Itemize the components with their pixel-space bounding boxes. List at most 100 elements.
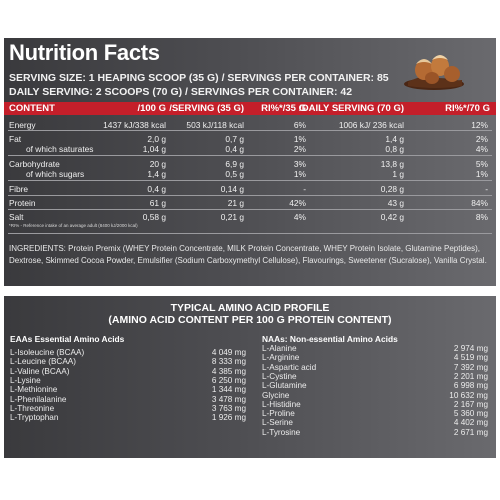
- value-per-100g: 1437 kJ/338 kcal: [103, 120, 166, 130]
- amino-acid-name: L-Tyrosine: [262, 427, 301, 437]
- amino-acid-amount: 2 671 mg: [453, 427, 488, 437]
- hazelnut-chocolate-image: [404, 55, 464, 90]
- amino-acid-amount: 1 926 mg: [211, 413, 246, 423]
- amino-acid-name: L-Tryptophan: [10, 413, 59, 423]
- table-row: Carbohydrate 20 g 6,9 g 3% 13,8 g 5%: [4, 159, 496, 169]
- amino-acid-name: L-Aspartic acid: [262, 362, 317, 372]
- header-per-serving: /SERVING (35 G): [169, 103, 244, 114]
- nutrient-name: Fibre: [9, 184, 29, 194]
- amino-acid-amount: 4 519 mg: [453, 353, 488, 363]
- nutrient-name: Salt: [9, 212, 24, 222]
- amino-acid-amount: 6 250 mg: [211, 375, 246, 385]
- nutrient-name: Carbohydrate: [9, 159, 60, 169]
- amino-acid-name: L-Leucine (BCAA): [10, 357, 76, 367]
- ri-daily: 2%: [475, 134, 488, 144]
- table-row: Salt 0,58 g 0,21 g 4% 0,42 g 8%: [4, 212, 496, 222]
- ri-footnote: *RI% - Reference intake of an average ad…: [9, 223, 138, 228]
- ri-per-serving: -: [303, 184, 306, 194]
- table-row: Protein 61 g 21 g 42% 43 g 84%: [4, 198, 496, 208]
- value-per-serving: 0,5 g: [225, 169, 244, 179]
- serving-size-line: SERVING SIZE: 1 HEAPING SCOOP (35 G) / S…: [9, 72, 389, 84]
- amino-acid-name: L-Serine: [262, 418, 293, 428]
- value-per-serving: 503 kJ/118 kcal: [186, 120, 244, 130]
- amino-subtitle: (AMINO ACID CONTENT PER 100 G PROTEIN CO…: [108, 314, 392, 326]
- header-per-100g: /100 G: [137, 103, 166, 114]
- ri-per-serving: 1%: [293, 169, 306, 179]
- value-per-100g: 1,4 g: [147, 169, 166, 179]
- divider: [8, 195, 492, 196]
- divider: [8, 209, 492, 210]
- value-per-serving: 0,14 g: [220, 184, 244, 194]
- amino-acid-name: L-Alanine: [262, 344, 297, 353]
- amino-acid-name: L-Isoleucine (BCAA): [10, 348, 85, 357]
- value-per-100g: 2,0 g: [147, 134, 166, 144]
- value-per-serving: 0,21 g: [220, 212, 244, 222]
- amino-acid-name: L-Arginine: [262, 353, 300, 363]
- ingredients-text: INGREDIENTS: Protein Premix (WHEY Protei…: [9, 244, 487, 265]
- ri-daily: 4%: [475, 144, 488, 154]
- nutrient-name: Fat: [9, 134, 22, 144]
- ri-per-serving: 3%: [293, 159, 306, 169]
- amino-acid-name: Glycine: [262, 390, 290, 400]
- header-daily-serving: /DAILY SERVING (70 G): [299, 103, 404, 114]
- value-daily: 13,8 g: [380, 159, 404, 169]
- value-daily: 1,4 g: [385, 134, 404, 144]
- page-title: Nutrition Facts: [9, 40, 160, 65]
- amino-acid-name: L-Valine (BCAA): [10, 366, 70, 376]
- amino-acid-name: L-Histidine: [262, 399, 301, 409]
- amino-acid-name: L-Threonine: [10, 403, 55, 413]
- value-daily: 0,42 g: [380, 212, 404, 222]
- value-daily: 1006 kJ/ 236 kcal: [338, 120, 404, 130]
- divider: [8, 155, 492, 156]
- amino-acid-amount: 8 333 mg: [211, 357, 246, 367]
- amino-acid-name: L-Methionine: [10, 385, 58, 395]
- amino-acid-amount: 4 402 mg: [453, 418, 488, 428]
- value-per-100g: 0,58 g: [142, 212, 166, 222]
- amino-acid-amount: 2 167 mg: [453, 399, 488, 409]
- amino-acid-name: L-Lysine: [10, 375, 41, 385]
- amino-acid-panel: TYPICAL AMINO ACID PROFILE (AMINO ACID C…: [4, 296, 496, 458]
- amino-acid-amount: 1 344 mg: [211, 385, 246, 395]
- divider: [8, 180, 492, 181]
- amino-acid-amount: 10 632 mg: [449, 390, 488, 400]
- essential-heading: EAAs Essential Amino Acids: [10, 334, 125, 344]
- header-ri-serving: RI%*/35 G: [261, 103, 306, 114]
- amino-acid-name: L-Phenilalanine: [10, 394, 67, 404]
- table-row: Fat 2,0 g 0,7 g 1% 1,4 g 2%: [4, 134, 496, 144]
- amino-acid-amount: 4 049 mg: [211, 348, 246, 357]
- value-per-serving: 0,7 g: [225, 134, 244, 144]
- divider: [8, 130, 492, 131]
- ri-per-serving: 42%: [289, 198, 306, 208]
- amino-acid-amount: 7 392 mg: [453, 362, 488, 372]
- ri-daily: 1%: [475, 169, 488, 179]
- value-per-serving: 21 g: [227, 198, 244, 208]
- header-content: CONTENT: [9, 103, 55, 114]
- divider: [8, 233, 492, 234]
- amino-acid-amount: 4 385 mg: [211, 366, 246, 376]
- ri-daily: -: [485, 184, 488, 194]
- amino-acid-name: L-Proline: [262, 409, 295, 419]
- table-row: of which sugars 1,4 g 0,5 g 1% 1 g 1%: [4, 169, 496, 179]
- amino-acid-amount: 2 201 mg: [453, 371, 488, 381]
- table-row: Fibre 0,4 g 0,14 g - 0,28 g -: [4, 184, 496, 194]
- table-header: CONTENT /100 G /SERVING (35 G) RI%*/35 G…: [4, 102, 496, 115]
- table-row: Energy 1437 kJ/338 kcal 503 kJ/118 kcal …: [4, 120, 496, 130]
- ri-per-serving: 2%: [293, 144, 306, 154]
- nutrient-name: of which saturates: [26, 144, 94, 154]
- value-per-100g: 61 g: [149, 198, 166, 208]
- value-daily: 0,28 g: [380, 184, 404, 194]
- ri-daily: 12%: [471, 120, 488, 130]
- ri-per-serving: 1%: [293, 134, 306, 144]
- amino-acid-amount: 6 998 mg: [453, 381, 488, 391]
- amino-acid-amount: 3 763 mg: [211, 403, 246, 413]
- header-ri-daily: RI%*/70 G: [445, 103, 490, 114]
- value-daily: 43 g: [387, 198, 404, 208]
- ri-per-serving: 4%: [293, 212, 306, 222]
- amino-acid-name: L-Cystine: [262, 371, 297, 381]
- table-row: of which saturates 1,04 g 0,4 g 2% 0,8 g…: [4, 144, 496, 154]
- nutrient-name: Protein: [9, 198, 36, 208]
- nutrient-name: Energy: [9, 120, 36, 130]
- amino-acid-amount: 5 360 mg: [453, 409, 488, 419]
- nutrient-name: of which sugars: [26, 169, 85, 179]
- nonessential-heading: NAAs: Non-essential Amino Acids: [262, 334, 398, 344]
